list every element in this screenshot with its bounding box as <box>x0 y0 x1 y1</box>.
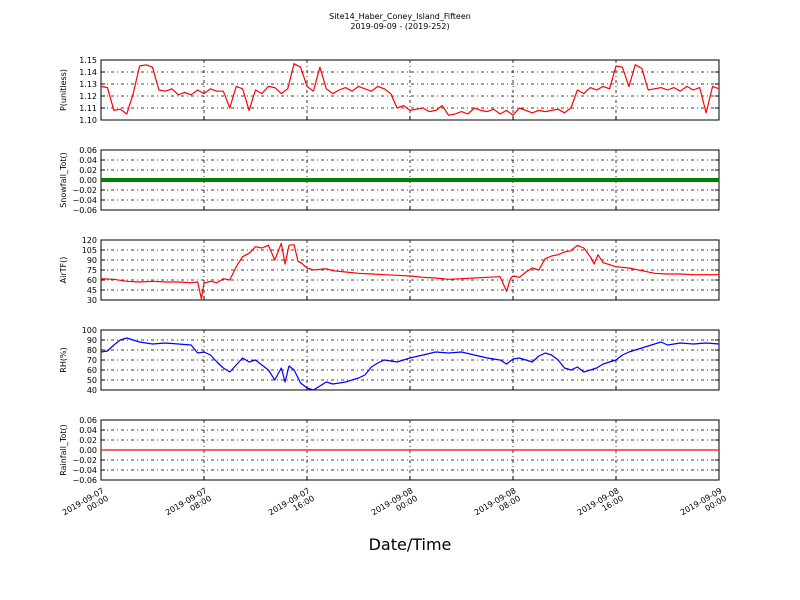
y-tick-label: 105 <box>82 246 97 255</box>
x-axis-tick-labels: 2019-09-0700:00 2019-09-0708:00 2019-09-07… <box>61 486 728 525</box>
y-tick-label: 120 <box>82 236 97 245</box>
y-tick-label: 0.04 <box>79 426 97 435</box>
x-tick-label: 2019-09-0700:00 <box>61 486 110 525</box>
y-tick-label: 1.12 <box>79 92 97 101</box>
y-tick-label: 1.13 <box>79 80 97 89</box>
chart-panel: 1.10 1.11 1.12 1.13 1.14 1.15 P(unitless) <box>59 56 720 125</box>
chart-panel: −0.06−0.04−0.020.000.020.040.06 Rainfall_… <box>59 416 720 485</box>
y-tick-label: 0.00 <box>79 176 97 185</box>
y-tick-label: −0.02 <box>72 456 97 465</box>
y-tick-label: 1.15 <box>79 56 97 65</box>
y-tick-label: 90 <box>87 336 97 345</box>
y-axis-label: Rainfall_Tot() <box>59 424 68 476</box>
y-tick-label: 60 <box>87 366 97 375</box>
figure-subtitle: 2019-09-09 - (2019-252) <box>350 22 449 31</box>
x-axis-label: Date/Time <box>369 535 452 554</box>
y-tick-label: −0.02 <box>72 186 97 195</box>
y-tick-label: 30 <box>87 296 97 305</box>
y-tick-label: 60 <box>87 276 97 285</box>
x-tick-label: 2019-09-0900:00 <box>679 486 728 525</box>
y-tick-label: 0.02 <box>79 166 97 175</box>
y-axis-label: RH(%) <box>59 347 68 372</box>
x-tick-label: 2019-09-0800:00 <box>370 486 419 525</box>
y-axis-label: Snowfall_Tot() <box>59 152 68 208</box>
y-tick-label: 100 <box>82 326 97 335</box>
y-tick-label: 80 <box>87 346 97 355</box>
y-tick-label: 75 <box>87 266 97 275</box>
y-tick-label: 90 <box>87 256 97 265</box>
y-tick-label: 0.02 <box>79 436 97 445</box>
series-line <box>100 62 720 116</box>
x-tick-label: 2019-09-0816:00 <box>576 486 625 525</box>
x-tick-label: 2019-09-0808:00 <box>473 486 522 525</box>
y-tick-label: 1.11 <box>79 104 97 113</box>
y-tick-label: −0.06 <box>72 206 97 215</box>
series-line <box>100 337 720 391</box>
y-tick-label: 40 <box>87 386 97 395</box>
figure-title: Site14_Haber_Coney_Island_Fifteen <box>329 12 471 21</box>
y-tick-label: 50 <box>87 376 97 385</box>
y-tick-label: 1.10 <box>79 116 97 125</box>
y-tick-label: −0.06 <box>72 476 97 485</box>
y-tick-label: 0.06 <box>79 416 97 425</box>
chart-panel: −0.06−0.04−0.020.000.020.040.06 Snowfall_… <box>59 146 720 215</box>
x-tick-label: 2019-09-0708:00 <box>164 486 213 525</box>
y-tick-label: 70 <box>87 356 97 365</box>
x-tick-label: 2019-09-0716:00 <box>267 486 316 525</box>
y-tick-label: 0.06 <box>79 146 97 155</box>
y-tick-label: −0.04 <box>72 466 97 475</box>
y-tick-label: 1.14 <box>79 68 97 77</box>
y-tick-label: 0.00 <box>79 446 97 455</box>
y-axis-label: AirTF() <box>59 257 68 284</box>
y-tick-label: 0.04 <box>79 156 97 165</box>
y-tick-label: 45 <box>87 286 97 295</box>
y-tick-label: −0.04 <box>72 196 97 205</box>
y-axis-label: P(unitless) <box>59 69 68 111</box>
series-line <box>100 242 719 300</box>
panels: 1.10 1.11 1.12 1.13 1.14 1.15 P(unitless) −0.06… <box>59 56 720 485</box>
